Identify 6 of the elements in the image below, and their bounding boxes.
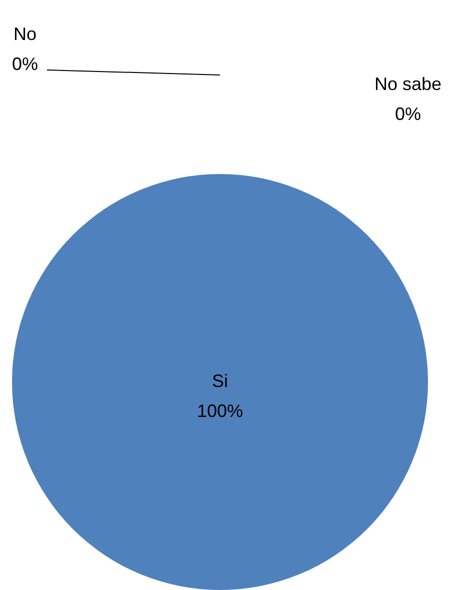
data-label: 100% [196, 401, 244, 421]
category-label: No [13, 24, 37, 44]
category-label: No sabe [374, 74, 442, 94]
slice-label: Si [212, 371, 228, 391]
text: 0% [394, 104, 422, 124]
text: 0% [12, 54, 38, 74]
